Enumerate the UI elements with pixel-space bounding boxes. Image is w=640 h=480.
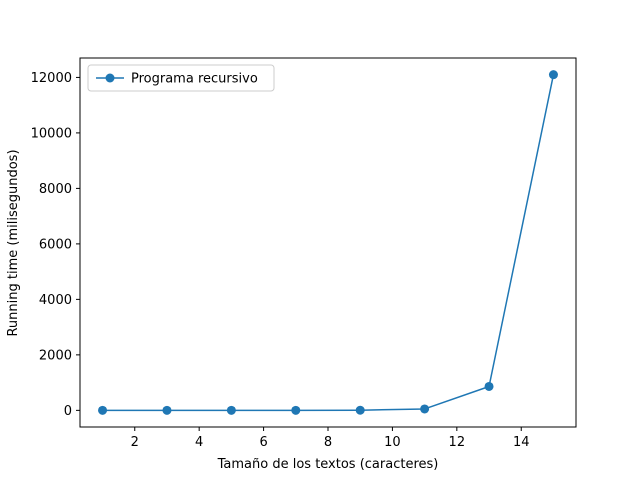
data-point — [420, 404, 430, 414]
y-axis-label: Running time (milisegundos) — [6, 149, 21, 336]
x-tick-label: 12 — [449, 435, 466, 450]
data-point — [162, 405, 172, 415]
y-tick-label: 4000 — [39, 293, 72, 308]
data-point — [98, 405, 108, 415]
y-tick-label: 2000 — [39, 348, 72, 363]
data-point — [484, 381, 494, 391]
y-tick-label: 10000 — [31, 126, 72, 141]
legend-entry-label: Programa recursivo — [131, 72, 258, 87]
legend-marker — [105, 73, 115, 83]
plot-area — [98, 70, 558, 415]
legend-frame — [87, 64, 275, 92]
x-tick-label: 6 — [259, 435, 267, 450]
x-tick-label: 10 — [384, 435, 401, 450]
x-tick-label: 14 — [513, 435, 530, 450]
x-tick-label: 2 — [131, 435, 139, 450]
y-tick-label: 6000 — [39, 237, 72, 252]
data-point — [355, 405, 365, 415]
x-axis-label: Tamaño de los textos (caracteres) — [217, 457, 439, 472]
data-point — [291, 405, 301, 415]
x-tick-label: 8 — [324, 435, 332, 450]
series-line-0 — [101, 73, 555, 412]
y-tick-label: 0 — [64, 404, 72, 419]
y-tick-label: 12000 — [31, 71, 72, 86]
data-point — [548, 70, 558, 80]
x-tick-label: 4 — [195, 435, 203, 450]
data-point — [226, 405, 236, 415]
y-tick-label: 8000 — [39, 182, 72, 197]
axes: 2 4 6 8 10 12 14 0 2000 4000 6000 8000 10000 12000 — [31, 57, 577, 450]
legend: Programa recursivo — [87, 64, 275, 92]
